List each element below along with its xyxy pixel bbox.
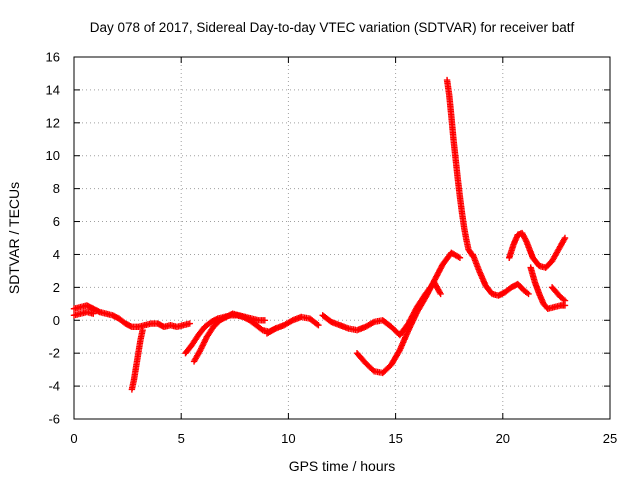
series-track-5	[190, 310, 269, 365]
y-axis-label: SDTVAR / TECUs	[6, 182, 22, 294]
y-tick-label: 16	[46, 50, 60, 65]
data-point	[258, 325, 265, 333]
y-tick-label: 10	[46, 148, 60, 163]
x-tick-label: 5	[178, 431, 185, 446]
data-points	[70, 76, 569, 393]
data-point	[261, 317, 269, 324]
data-point	[561, 297, 569, 304]
y-tick-label: 8	[53, 181, 60, 196]
data-point	[270, 326, 278, 333]
grid-lines	[74, 57, 610, 419]
x-tick-label: 25	[603, 431, 617, 446]
y-tick-label: -4	[48, 379, 60, 394]
data-point	[90, 310, 97, 317]
y-tick-labels: -6 -4 -2 0 2 4 6 8 10 12 14 16	[46, 50, 60, 427]
data-point	[560, 296, 567, 303]
series-track-7	[319, 279, 444, 339]
data-point	[522, 236, 529, 244]
data-point	[456, 254, 464, 261]
data-point	[369, 319, 376, 326]
y-tick-label: -6	[48, 412, 60, 427]
series-track-11	[506, 229, 569, 271]
data-point	[455, 253, 462, 261]
series-track-10	[469, 251, 532, 299]
y-tick-label: 2	[53, 280, 60, 295]
chart-title: Day 078 of 2017, Sidereal Day-to-day VTE…	[90, 20, 575, 35]
data-point	[437, 290, 444, 298]
y-tick-label: 14	[46, 82, 60, 97]
series-track-12	[527, 264, 569, 312]
data-point	[139, 326, 146, 334]
x-axis-label: GPS time / hours	[289, 458, 396, 474]
series-track-13	[548, 284, 569, 304]
y-tick-label: 12	[46, 115, 60, 130]
x-tick-label: 20	[496, 431, 510, 446]
x-tick-label: 15	[388, 431, 402, 446]
y-tick-label: 6	[53, 214, 60, 229]
data-point	[313, 321, 321, 328]
series-track-3	[128, 326, 146, 393]
data-point	[525, 290, 532, 298]
data-point	[561, 234, 569, 242]
x-tick-label: 10	[281, 431, 295, 446]
series-track-8	[353, 249, 464, 377]
x-tick-labels: 0 5 10 15 20 25	[70, 431, 617, 446]
data-point	[186, 320, 193, 327]
data-point	[288, 317, 295, 325]
data-point	[523, 289, 531, 297]
y-tick-label: 0	[53, 313, 60, 328]
plot-frame	[73, 56, 611, 420]
axis-ticks	[73, 56, 611, 420]
x-tick-label: 0	[70, 431, 77, 446]
y-tick-label: -2	[48, 346, 60, 361]
series-track-2	[70, 308, 97, 319]
series-track-6	[263, 313, 322, 337]
series-track-1	[70, 302, 193, 331]
y-tick-label: 4	[53, 247, 60, 262]
series-track-9	[443, 76, 476, 260]
data-point	[315, 322, 322, 329]
